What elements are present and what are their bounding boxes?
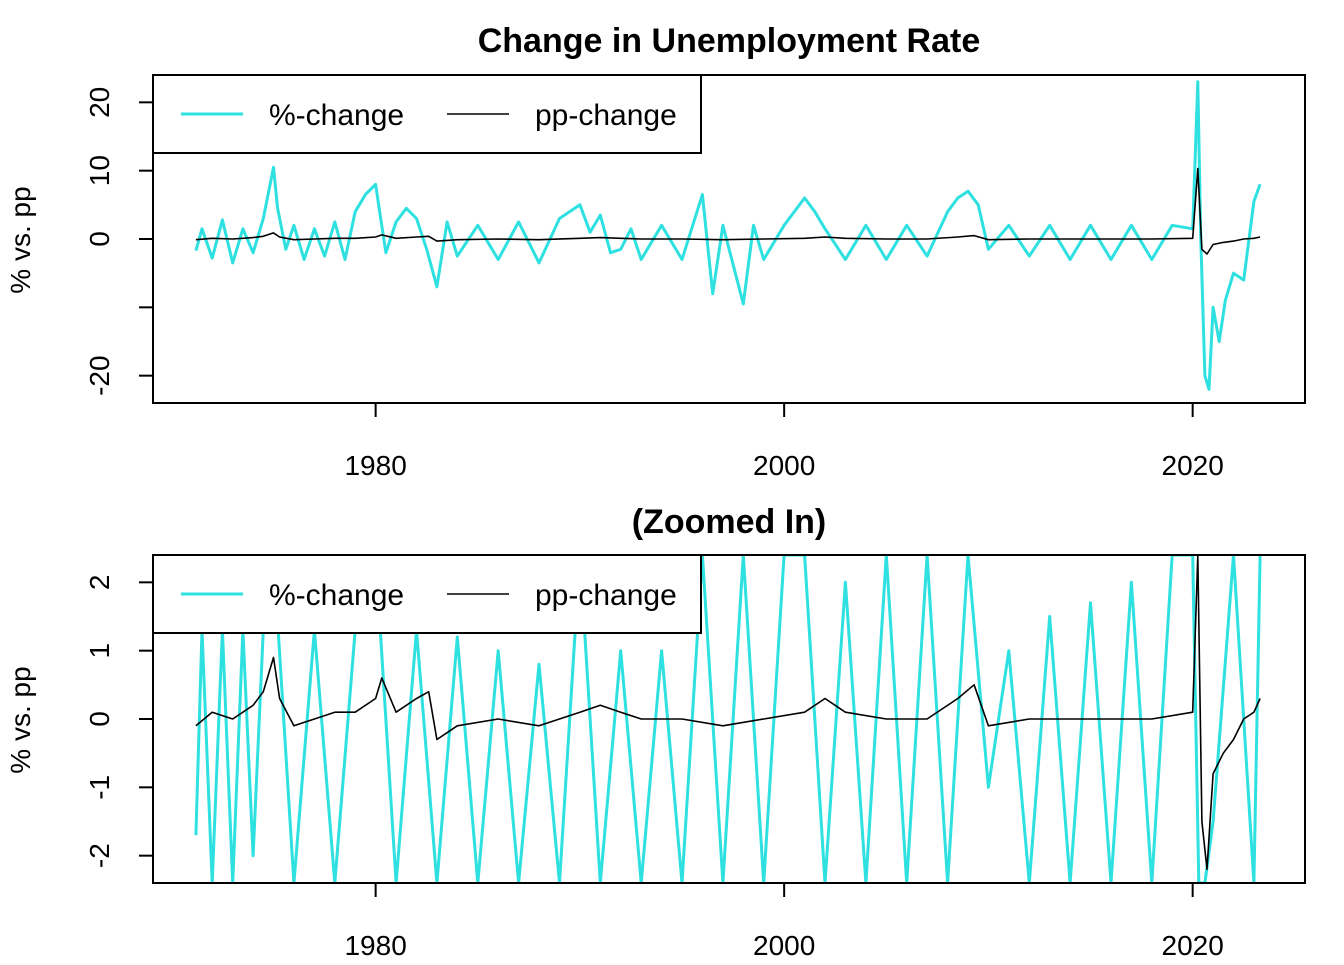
legend-label: pp-change xyxy=(535,99,677,132)
y-tick-label: 10 xyxy=(84,155,115,186)
plot-area xyxy=(194,555,1262,883)
chart-title: Change in Unemployment Rate xyxy=(478,22,981,60)
x-tick-label: 1980 xyxy=(344,930,406,960)
panel-bottom: (Zoomed In) % vs. pp 1980 2000 2020 -2 -1 0 1 2… xyxy=(5,503,1306,961)
y-tick-label: -1 xyxy=(84,775,115,800)
y-tick-label: -20 xyxy=(84,355,115,395)
chart-title: (Zoomed In) xyxy=(632,503,827,541)
y-tick-label: 0 xyxy=(84,231,115,247)
legend-label: %-change xyxy=(269,579,404,612)
x-tick-label: 1980 xyxy=(344,450,406,481)
series-line-ppchange xyxy=(195,555,1261,871)
legend-label: %-change xyxy=(269,99,404,132)
series-line-change xyxy=(194,80,1262,391)
x-tick-label: 2020 xyxy=(1162,930,1224,960)
y-axis-label: % vs. pp xyxy=(5,186,36,293)
series-line-ppchange xyxy=(195,167,1261,255)
legend: %-change pp-change xyxy=(152,74,702,154)
series-line-change xyxy=(194,555,1262,883)
legend-box xyxy=(152,554,702,634)
panel-top: Change in Unemployment Rate % vs. pp 198… xyxy=(5,22,1306,481)
y-tick-label: -2 xyxy=(84,843,115,868)
legend-label: pp-change xyxy=(535,579,677,612)
y-tick-label: 1 xyxy=(84,643,115,659)
x-tick-label: 2000 xyxy=(753,450,815,481)
y-tick-label: 20 xyxy=(84,87,115,118)
legend: %-change pp-change xyxy=(152,554,702,634)
y-axis-label: % vs. pp xyxy=(5,666,36,773)
legend-box xyxy=(152,74,702,154)
x-tick-label: 2020 xyxy=(1162,450,1224,481)
plot-area xyxy=(194,80,1262,391)
y-tick-label: 0 xyxy=(84,711,115,727)
y-tick-label: 2 xyxy=(84,575,115,591)
x-tick-label: 2000 xyxy=(753,930,815,960)
